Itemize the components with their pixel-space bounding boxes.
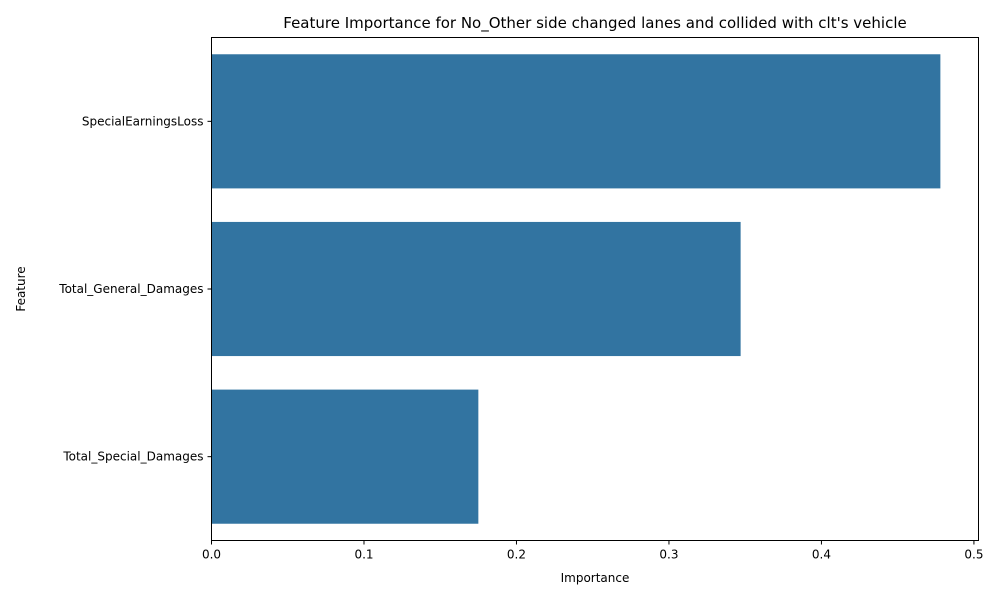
bar-Total_General_Damages — [211, 221, 741, 357]
y-axis-ticks: SpecialEarningsLoss Total_General_Damages… — [58, 114, 212, 464]
bar-SpecialEarningsLoss — [211, 54, 941, 189]
y-axis-label: Feature — [14, 266, 28, 311]
bars-group — [211, 54, 941, 524]
y-tick-label: SpecialEarningsLoss — [82, 114, 204, 128]
y-tick-label: Total_General_Damages — [58, 282, 203, 296]
x-tick-label: 0.0 — [202, 548, 221, 562]
bar-Total_Special_Damages — [211, 389, 479, 524]
x-axis-label: Importance — [561, 571, 630, 585]
x-tick-label: 0.2 — [507, 548, 526, 562]
x-tick-label: 0.1 — [354, 548, 373, 562]
x-tick-label: 0.4 — [812, 548, 831, 562]
x-axis-ticks: 0.0 0.1 0.2 0.3 0.4 0.5 — [202, 540, 983, 562]
plot-frame — [211, 37, 979, 541]
x-tick-label: 0.3 — [659, 548, 678, 562]
x-tick-label: 0.5 — [964, 548, 983, 562]
y-tick-label: Total_Special_Damages — [62, 450, 203, 464]
chart-title: Feature Importance for No_Other side cha… — [283, 14, 906, 33]
